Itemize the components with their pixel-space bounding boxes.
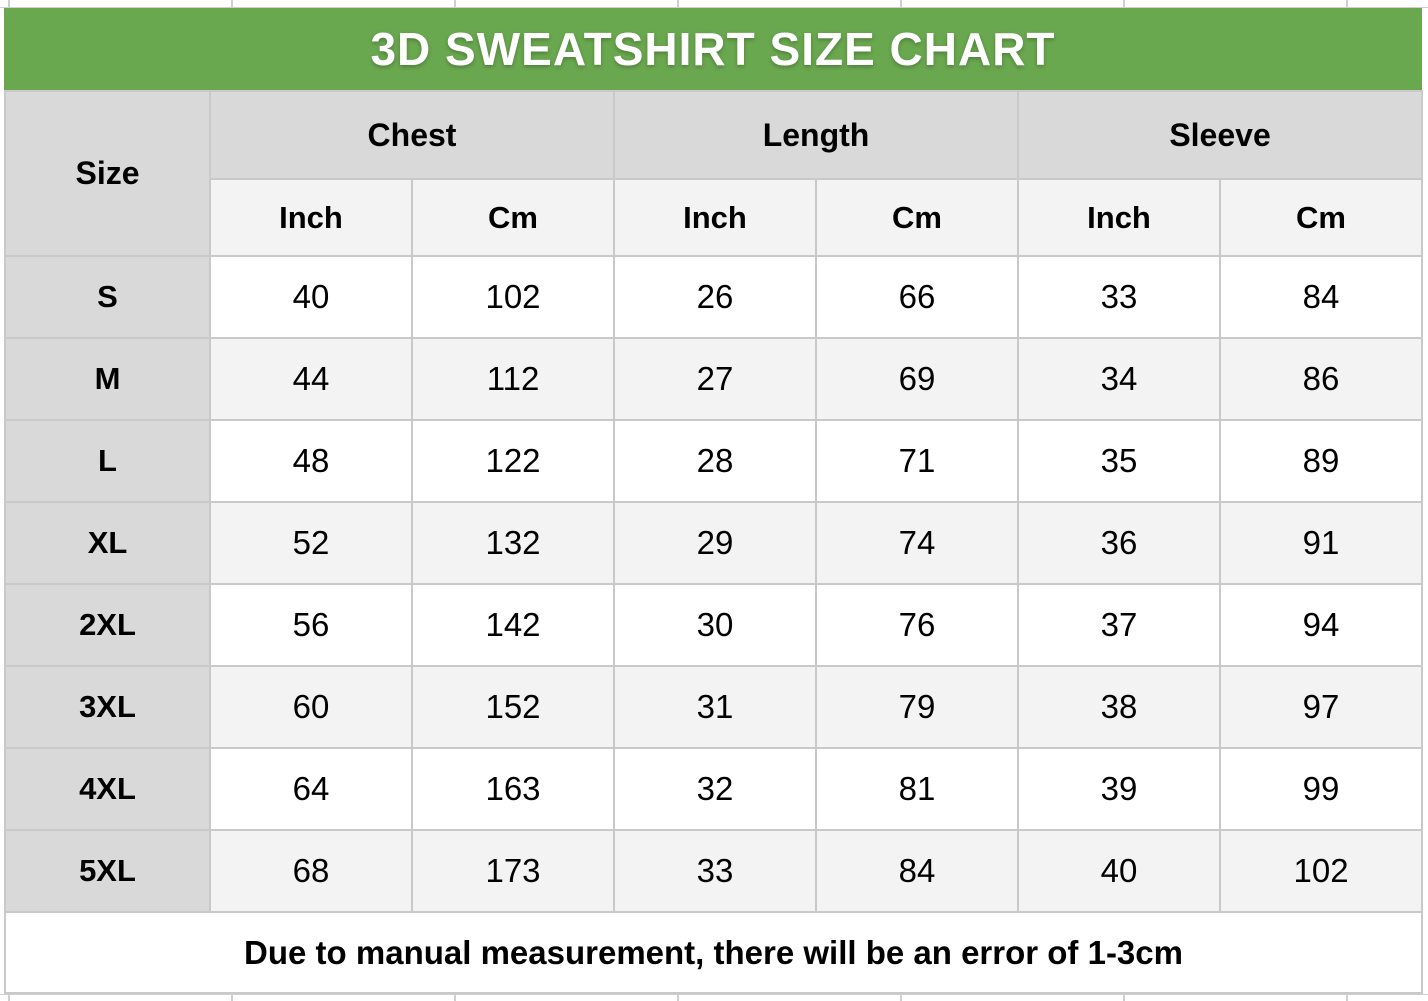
chest-inch-cell: 56 <box>209 583 413 667</box>
length-inch-cell: 30 <box>613 583 817 667</box>
table-row-l: L 48 122 28 71 35 89 <box>4 419 1424 503</box>
sleeve-inch-cell: 36 <box>1017 501 1222 585</box>
table-row-2xl: 2XL 56 142 30 76 37 94 <box>4 583 1424 667</box>
chest-inch-cell: 40 <box>209 255 413 339</box>
length-cm-header: Cm <box>814 178 1020 257</box>
chest-inch-cell: 48 <box>209 419 413 503</box>
sleeve-inch-cell: 37 <box>1017 583 1222 667</box>
length-inch-cell: 33 <box>613 829 817 913</box>
table-row-m: M 44 112 27 69 34 86 <box>4 337 1424 421</box>
chest-cm-cell: 163 <box>411 747 615 831</box>
size-cell: 5XL <box>4 829 211 913</box>
sleeve-cm-cell: 86 <box>1219 337 1424 421</box>
length-cm-cell: 69 <box>814 337 1020 421</box>
table-row-5xl: 5XL 68 173 33 84 40 102 <box>4 829 1424 913</box>
size-cell: S <box>4 255 211 339</box>
sleeve-inch-cell: 33 <box>1017 255 1222 339</box>
chest-cm-header: Cm <box>411 178 615 257</box>
table-row-4xl: 4XL 64 163 32 81 39 99 <box>4 747 1424 831</box>
chest-cm-cell: 122 <box>411 419 615 503</box>
group-header-row: Size Chest Length Sleeve <box>4 90 1424 257</box>
sleeve-cm-cell: 91 <box>1219 501 1424 585</box>
chest-cm-cell: 132 <box>411 501 615 585</box>
unit-header-row: Inch Cm Inch Cm Inch Cm <box>5 178 1424 257</box>
length-inch-header: Inch <box>613 178 817 257</box>
table-row-xl: XL 52 132 29 74 36 91 <box>4 501 1424 585</box>
chest-inch-cell: 68 <box>209 829 413 913</box>
table-row-3xl: 3XL 60 152 31 79 38 97 <box>4 665 1424 749</box>
length-cm-cell: 76 <box>814 583 1020 667</box>
length-cm-cell: 79 <box>814 665 1020 749</box>
length-inch-cell: 32 <box>613 747 817 831</box>
sleeve-cm-cell: 99 <box>1219 747 1424 831</box>
size-cell: 3XL <box>4 665 211 749</box>
chest-inch-cell: 44 <box>209 337 413 421</box>
chest-cm-cell: 152 <box>411 665 615 749</box>
measurement-note: Due to manual measurement, there will be… <box>3 911 1424 994</box>
sleeve-inch-cell: 34 <box>1017 337 1222 421</box>
chest-inch-cell: 52 <box>209 501 413 585</box>
table-row-s: S 40 102 26 66 33 84 <box>4 255 1424 339</box>
page-title: 3D SWEATSHIRT SIZE CHART <box>370 23 1056 75</box>
size-chart-table: Size Chest Length Sleeve Inch Cm Inch Cm… <box>3 90 1424 994</box>
chest-group-header: Chest <box>209 90 615 180</box>
sleeve-cm-cell: 102 <box>1219 829 1424 913</box>
size-cell: L <box>4 419 211 503</box>
spreadsheet-gridline-strip-bottom <box>0 994 1428 1001</box>
chest-cm-cell: 142 <box>411 583 615 667</box>
length-group-header: Length <box>612 90 1020 180</box>
sleeve-cm-cell: 97 <box>1219 665 1424 749</box>
length-inch-cell: 28 <box>613 419 817 503</box>
chest-cm-cell: 173 <box>411 829 615 913</box>
chest-inch-cell: 64 <box>209 747 413 831</box>
sleeve-inch-header: Inch <box>1017 178 1222 257</box>
length-cm-cell: 66 <box>814 255 1020 339</box>
length-cm-cell: 71 <box>814 419 1020 503</box>
spreadsheet-gridline-strip-top <box>0 0 1428 8</box>
chart-title-banner: 3D SWEATSHIRT SIZE CHART <box>4 8 1422 90</box>
chest-cm-cell: 102 <box>411 255 615 339</box>
length-inch-cell: 26 <box>613 255 817 339</box>
length-inch-cell: 27 <box>613 337 817 421</box>
sleeve-inch-cell: 40 <box>1017 829 1222 913</box>
length-cm-cell: 81 <box>814 747 1020 831</box>
sleeve-group-header: Sleeve <box>1017 90 1424 180</box>
chest-inch-header: Inch <box>209 178 413 257</box>
sleeve-inch-cell: 38 <box>1017 665 1222 749</box>
size-cell: 4XL <box>4 747 211 831</box>
sleeve-cm-cell: 84 <box>1219 255 1424 339</box>
size-column-header: Size <box>4 90 211 257</box>
sleeve-cm-cell: 89 <box>1219 419 1424 503</box>
size-cell: 2XL <box>4 583 211 667</box>
note-row: Due to manual measurement, there will be… <box>3 911 1424 994</box>
sleeve-cm-header: Cm <box>1219 178 1424 257</box>
chest-inch-cell: 60 <box>209 665 413 749</box>
chest-cm-cell: 112 <box>411 337 615 421</box>
sleeve-inch-cell: 39 <box>1017 747 1222 831</box>
sleeve-inch-cell: 35 <box>1017 419 1222 503</box>
length-cm-cell: 84 <box>814 829 1020 913</box>
length-inch-cell: 29 <box>613 501 817 585</box>
sleeve-cm-cell: 94 <box>1219 583 1424 667</box>
size-cell: XL <box>4 501 211 585</box>
length-cm-cell: 74 <box>814 501 1020 585</box>
size-cell: M <box>4 337 211 421</box>
length-inch-cell: 31 <box>613 665 817 749</box>
